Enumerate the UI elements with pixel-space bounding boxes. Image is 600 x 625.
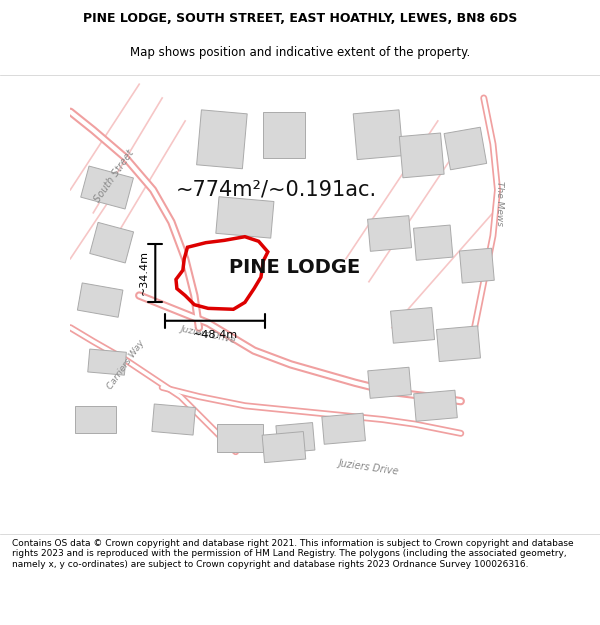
Polygon shape: [368, 216, 412, 251]
Text: Juziers Drive: Juziers Drive: [179, 324, 236, 345]
Text: PINE LODGE, SOUTH STREET, EAST HOATHLY, LEWES, BN8 6DS: PINE LODGE, SOUTH STREET, EAST HOATHLY, …: [83, 12, 517, 25]
Polygon shape: [262, 432, 306, 462]
Polygon shape: [90, 222, 134, 263]
Polygon shape: [81, 166, 133, 209]
Text: Juziers Drive: Juziers Drive: [338, 459, 400, 477]
Polygon shape: [197, 110, 247, 169]
Polygon shape: [391, 308, 434, 343]
Polygon shape: [400, 133, 444, 178]
Text: ~34.4m: ~34.4m: [139, 251, 149, 296]
Polygon shape: [353, 110, 403, 159]
Polygon shape: [263, 112, 305, 158]
Polygon shape: [413, 225, 453, 260]
Text: Contains OS data © Crown copyright and database right 2021. This information is : Contains OS data © Crown copyright and d…: [12, 539, 574, 569]
Polygon shape: [216, 197, 274, 238]
Polygon shape: [77, 283, 123, 318]
Polygon shape: [276, 422, 315, 453]
Polygon shape: [368, 368, 412, 398]
Polygon shape: [436, 326, 481, 361]
Polygon shape: [88, 349, 127, 375]
Text: Carriers Way: Carriers Way: [105, 338, 146, 391]
Polygon shape: [460, 248, 494, 283]
Polygon shape: [152, 404, 196, 435]
Text: ~774m²/~0.191ac.: ~774m²/~0.191ac.: [176, 180, 377, 200]
Polygon shape: [444, 127, 487, 170]
Polygon shape: [75, 406, 116, 433]
Polygon shape: [414, 390, 457, 421]
Text: South Street: South Street: [92, 148, 136, 204]
Polygon shape: [217, 424, 263, 452]
Text: ~48.4m: ~48.4m: [193, 329, 238, 339]
Text: The Mews: The Mews: [496, 181, 505, 226]
Text: PINE LODGE: PINE LODGE: [229, 259, 360, 278]
Polygon shape: [322, 413, 365, 444]
Text: Map shows position and indicative extent of the property.: Map shows position and indicative extent…: [130, 46, 470, 59]
